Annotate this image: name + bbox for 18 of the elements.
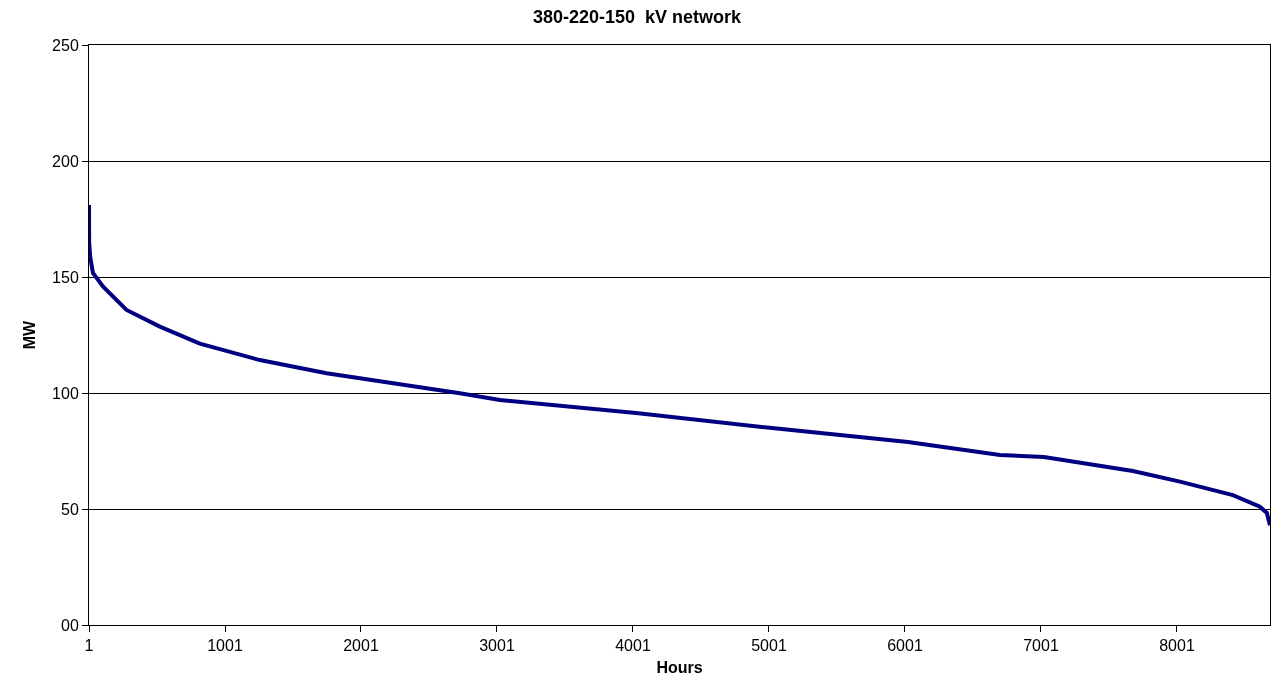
y-tick-label: 150 — [52, 268, 79, 286]
x-tick-label: 1 — [84, 637, 94, 655]
y-tick-label: 250 — [52, 36, 79, 54]
x-tick-label: 3001 — [479, 637, 515, 655]
x-tick-label: 5001 — [751, 637, 787, 655]
y-tick-label: 50 — [61, 500, 79, 518]
x-tick-label: 8001 — [1159, 637, 1195, 655]
y-tick-label: 00 — [61, 616, 79, 634]
x-axis-title: Hours — [656, 658, 703, 676]
y-axis-title: MW — [21, 319, 38, 350]
y-tick-label: 200 — [52, 152, 79, 170]
x-tick-label: 4001 — [615, 637, 651, 655]
x-tick-label: 2001 — [343, 637, 379, 655]
x-tick-label: 7001 — [1023, 637, 1059, 655]
chart-title: 380-220-150 kV network — [532, 6, 743, 27]
y-tick-label: 100 — [52, 384, 79, 402]
x-tick-label: 1001 — [207, 637, 243, 655]
x-tick-label: 6001 — [887, 637, 923, 655]
